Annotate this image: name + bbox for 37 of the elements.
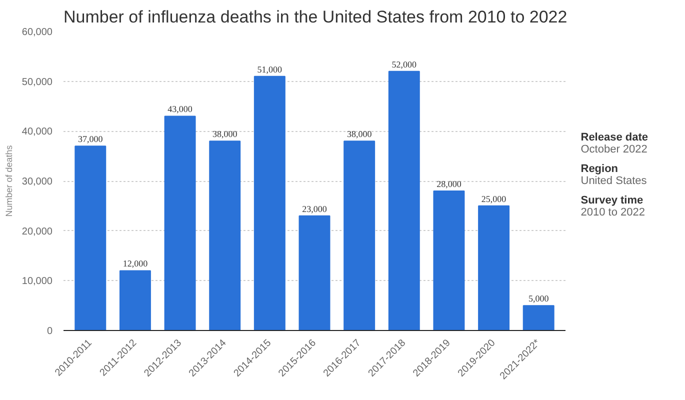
bar (388, 70, 420, 330)
y-tick-label: 30,000 (22, 176, 53, 188)
y-tick-label: 20,000 (22, 226, 53, 238)
y-tick-label: 50,000 (22, 76, 53, 88)
bar (254, 76, 286, 330)
data-label: 28,000 (436, 178, 462, 189)
data-label: 25,000 (481, 194, 507, 204)
data-label: 43,000 (168, 104, 193, 114)
bar (298, 215, 330, 330)
data-label: 38,000 (346, 129, 372, 140)
text: Region (580, 163, 618, 176)
text: United States (580, 174, 648, 187)
data-label: 23,000 (302, 204, 328, 214)
bar (478, 205, 510, 330)
data-label: 38,000 (212, 129, 238, 140)
bar (164, 116, 196, 330)
y-tick-label: 10,000 (22, 276, 53, 288)
y-tick-label: 0 (46, 326, 53, 337)
data-label: 51,000 (257, 64, 283, 74)
y-axis-title: Number of deaths (4, 144, 14, 217)
bar (209, 140, 241, 330)
text: Survey time (580, 194, 644, 206)
bar (433, 190, 465, 330)
bar (522, 305, 554, 330)
text: Release date (580, 132, 648, 144)
text: 2010 to 2022 (580, 206, 645, 218)
bar (119, 270, 151, 330)
text: October 2022 (580, 144, 648, 156)
data-label: 5,000 (528, 294, 550, 304)
data-label: 12,000 (122, 258, 148, 269)
y-tick-label: 60,000 (22, 27, 53, 38)
data-label: 52,000 (392, 59, 418, 70)
data-label: 37,000 (78, 134, 104, 144)
y-tick-label: 40,000 (22, 126, 53, 138)
bar (74, 146, 106, 330)
chart-title: Number of influenza deaths in the United States from 2010 to 2022 (64, 8, 568, 26)
bar (344, 140, 376, 330)
